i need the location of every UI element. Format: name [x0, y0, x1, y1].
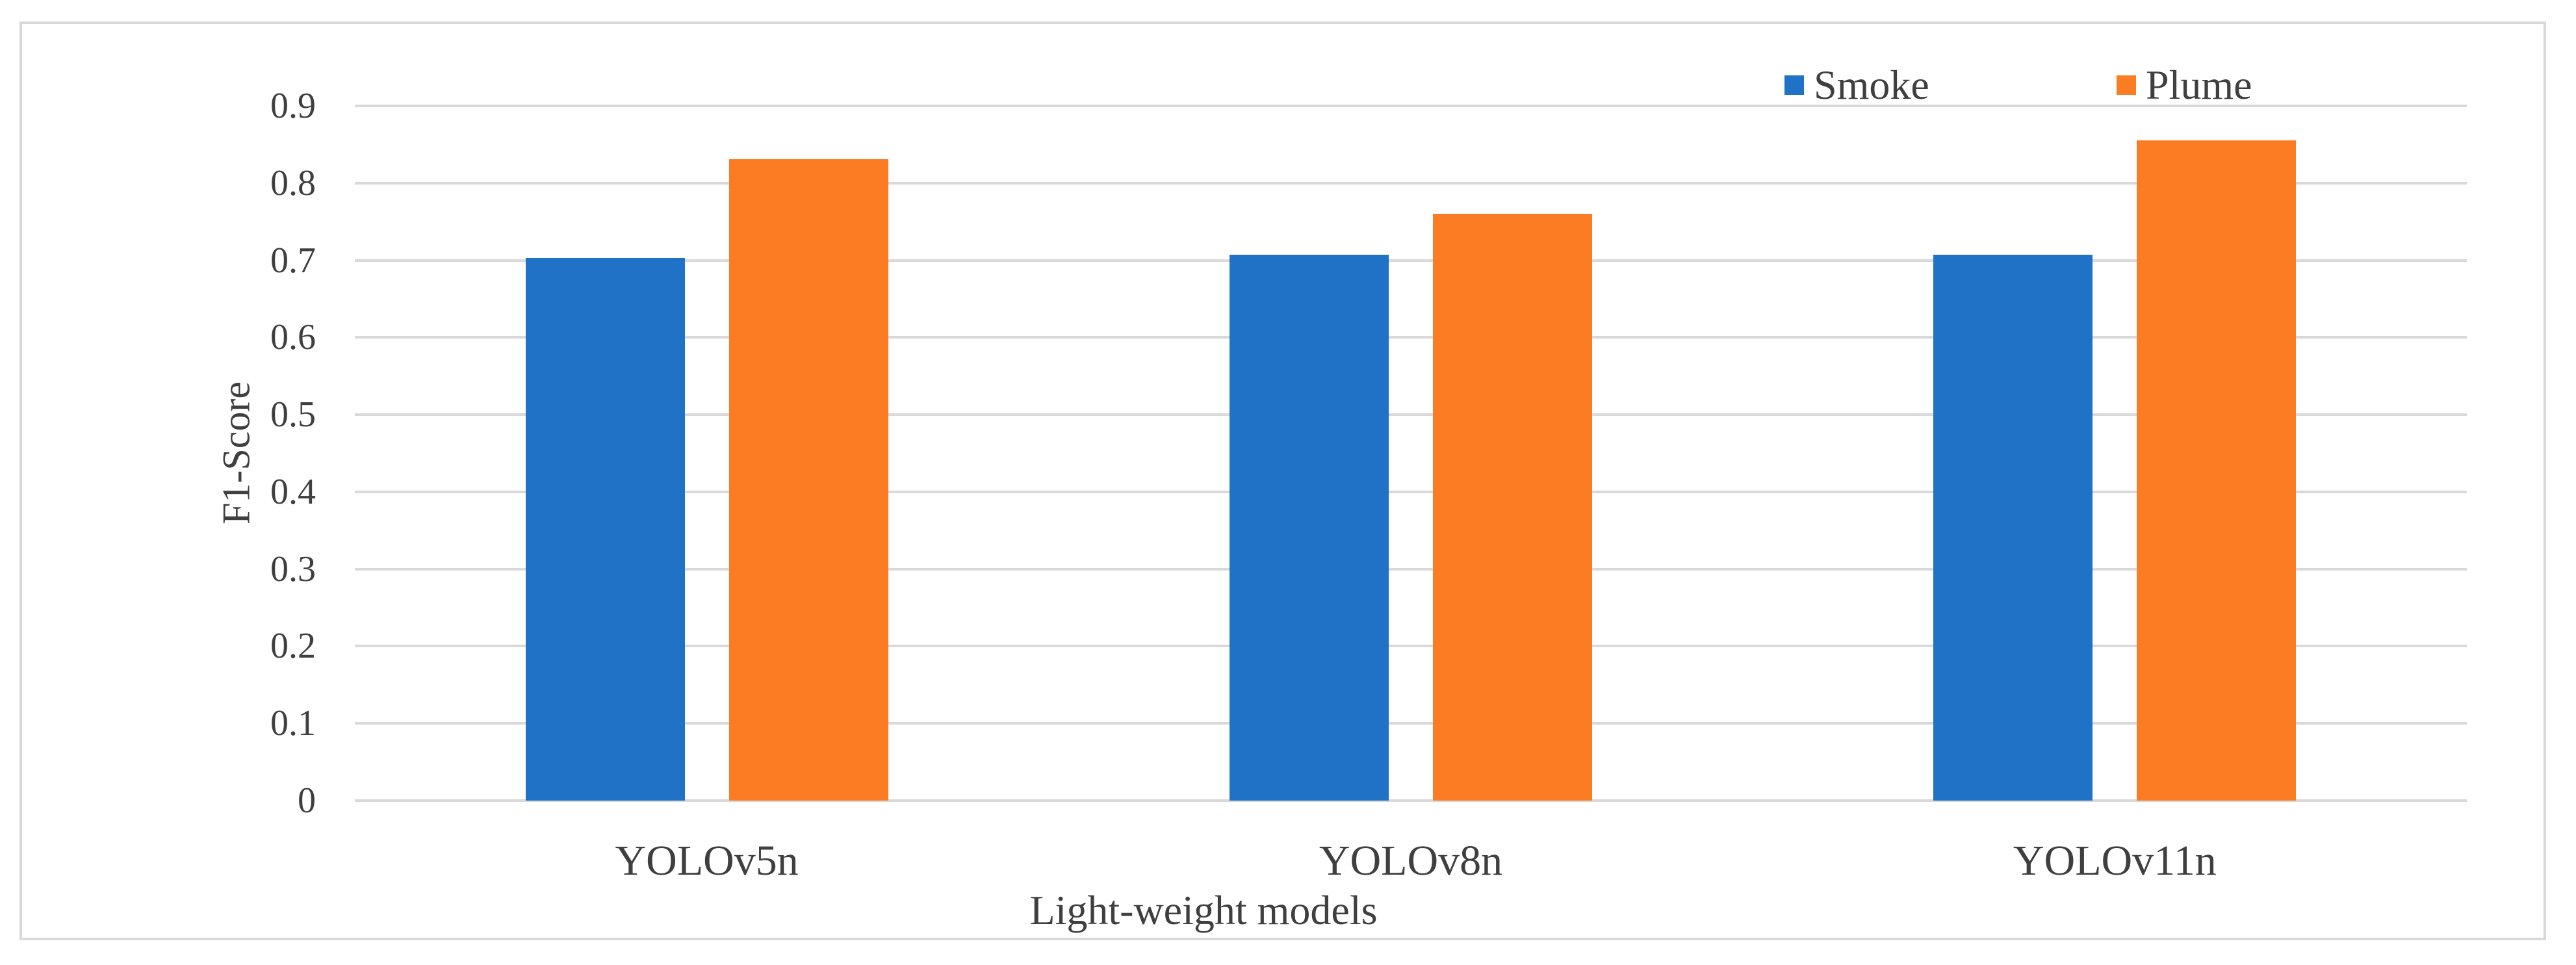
- plume-series-swatch-icon: [2117, 75, 2136, 95]
- smoke-series-swatch-icon: [1784, 75, 1804, 95]
- gridline: [355, 181, 2467, 185]
- legend-label-plume: Plume: [2146, 62, 2252, 108]
- gridline: [355, 413, 2467, 417]
- gridline: [355, 259, 2467, 262]
- y-tick-label: 0.8: [270, 162, 316, 203]
- gridline: [355, 567, 2467, 571]
- y-tick-label: 0.7: [270, 240, 316, 281]
- y-tick-label: 0.6: [270, 317, 316, 358]
- y-tick-label: 0.2: [270, 626, 316, 667]
- y-axis-title: F1-Score: [214, 381, 258, 524]
- y-tick-label: 0.1: [270, 703, 316, 744]
- x-tick-label-yolov11n: YOLOv11n: [2013, 837, 2217, 884]
- y-tick-label: 0: [298, 780, 316, 821]
- bar-smoke-yolov8n: [1230, 255, 1389, 801]
- y-tick-label: 0.4: [270, 471, 316, 512]
- bar-plume-yolov11n: [2137, 140, 2297, 801]
- y-tick-label: 0.5: [270, 394, 316, 435]
- legend-label-smoke: Smoke: [1814, 62, 1929, 108]
- gridline: [355, 490, 2467, 493]
- gridline: [355, 645, 2467, 648]
- plot-area: 0 0.1 0.2 0.3 0.4 0.5 0.6 0.7 0.8 0.9 YOLOv5n YOLOv…: [270, 86, 2467, 884]
- gridline: [355, 722, 2467, 725]
- x-tick-label-yolov8n: YOLOv8n: [1319, 837, 1503, 884]
- legend-item-plume: Plume: [2117, 62, 2252, 109]
- gridline: [355, 336, 2467, 339]
- x-axis-title: Light-weight models: [1029, 887, 1378, 933]
- bar-plume-yolov5n: [728, 159, 888, 801]
- gridline: [355, 799, 2467, 802]
- bar-smoke-yolov5n: [525, 257, 685, 801]
- y-tick-label: 0.9: [270, 86, 316, 126]
- bar-smoke-yolov11n: [1933, 255, 2093, 801]
- legend-item-smoke: Smoke: [1784, 62, 1929, 109]
- bar-plume-yolov8n: [1433, 214, 1592, 801]
- chart-figure: 0 0.1 0.2 0.3 0.4 0.5 0.6 0.7 0.8 0.9 YOLOv5n YOLOv…: [19, 21, 2546, 940]
- x-tick-label-yolov5n: YOLOv5n: [615, 837, 799, 884]
- gridline: [355, 105, 2467, 107]
- y-tick-label: 0.3: [270, 548, 316, 589]
